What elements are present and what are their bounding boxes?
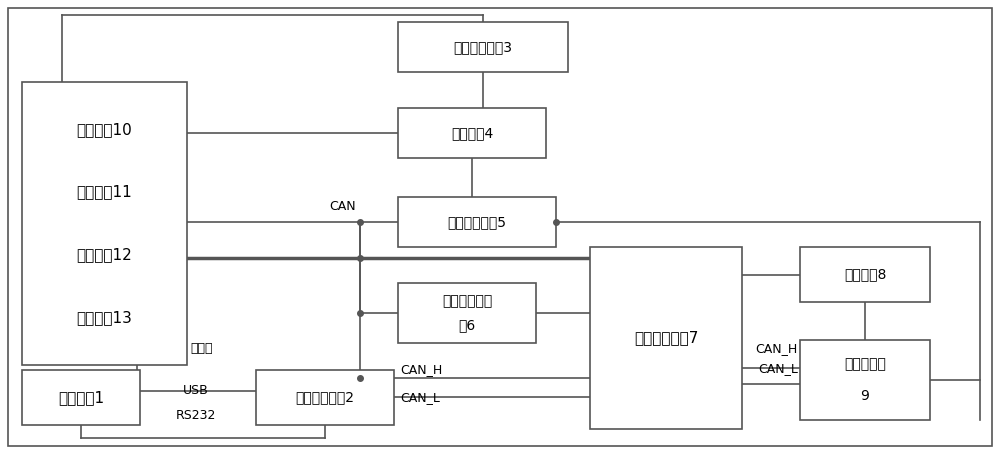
Text: 控制板卡10: 控制板卡10 [77, 122, 132, 137]
Bar [256, 370, 394, 425]
Bar [22, 82, 187, 365]
Text: 网络监测设备2: 网络监测设备2 [296, 390, 354, 405]
Text: 供电设备4: 供电设备4 [451, 126, 493, 140]
Text: 模拟板卡11: 模拟板卡11 [77, 185, 132, 200]
Bar [398, 22, 568, 72]
Bar [590, 247, 742, 429]
Text: 9: 9 [861, 389, 869, 403]
Text: RS232: RS232 [176, 409, 216, 422]
Text: CAN_H: CAN_H [756, 342, 798, 355]
Bar [398, 197, 556, 247]
Text: 电阻匹配电路: 电阻匹配电路 [442, 294, 492, 308]
Bar [22, 370, 140, 425]
Bar [398, 283, 536, 343]
Bar [800, 247, 930, 302]
Text: 测试主机1: 测试主机1 [58, 390, 104, 405]
Text: 负载板卡12: 负载板卡12 [77, 247, 132, 262]
Text: CAN_H: CAN_H [400, 363, 442, 376]
Text: CAN: CAN [329, 200, 356, 213]
Text: USB: USB [183, 384, 209, 397]
Text: 调理板卡13: 调理板卡13 [77, 311, 132, 326]
Text: 真实负载8: 真实负载8 [844, 267, 886, 281]
Text: CAN_L: CAN_L [758, 362, 798, 375]
Bar [398, 108, 546, 158]
Text: 电源分配板卡5: 电源分配板卡5 [448, 215, 507, 229]
Text: 板6: 板6 [458, 318, 476, 332]
Text: 故障注入板卡7: 故障注入板卡7 [634, 331, 698, 345]
Text: 被测控制器: 被测控制器 [844, 357, 886, 371]
Text: 电源控制装置3: 电源控制装置3 [454, 40, 512, 54]
Bar [800, 340, 930, 420]
Text: 以太网: 以太网 [190, 341, 212, 355]
Text: CAN_L: CAN_L [400, 391, 440, 404]
